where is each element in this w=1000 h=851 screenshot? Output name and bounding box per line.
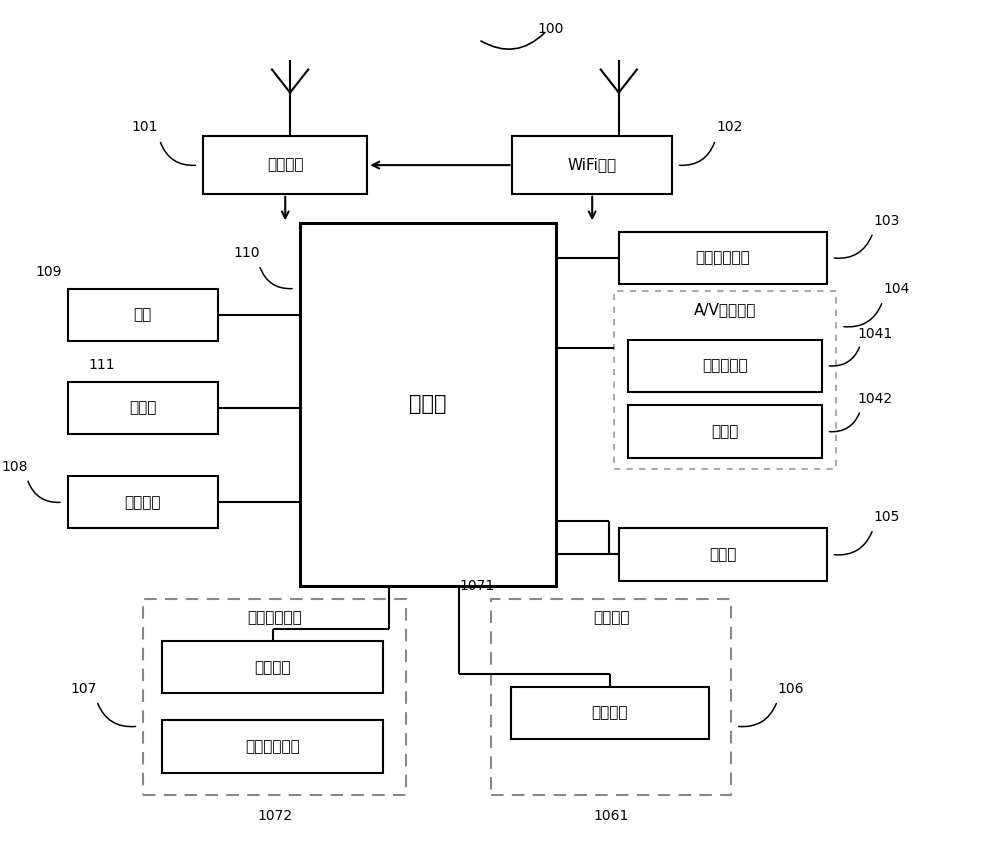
Text: 传感器: 传感器 [709, 547, 736, 562]
Text: A/V输入单元: A/V输入单元 [694, 302, 756, 317]
Text: 电源: 电源 [134, 307, 152, 323]
Bar [511, 687, 709, 739]
Text: 101: 101 [132, 120, 158, 134]
Bar [68, 382, 218, 434]
Text: 109: 109 [35, 266, 62, 279]
Text: 100: 100 [538, 22, 564, 37]
Bar [491, 599, 731, 795]
Bar [614, 291, 836, 469]
Text: 接口单元: 接口单元 [124, 494, 161, 510]
Text: 105: 105 [873, 511, 900, 524]
Bar [68, 289, 218, 341]
Text: 其他输入设备: 其他输入设备 [245, 739, 300, 754]
Text: 触控面板: 触控面板 [254, 660, 291, 675]
Text: 1071: 1071 [459, 580, 494, 593]
Text: 1041: 1041 [857, 327, 893, 340]
Bar [628, 405, 822, 458]
Text: 麦克风: 麦克风 [711, 424, 739, 439]
Bar [619, 528, 827, 580]
Bar [162, 721, 383, 773]
Text: 1042: 1042 [857, 392, 893, 407]
Text: 106: 106 [778, 683, 804, 696]
Text: 108: 108 [1, 460, 28, 474]
Bar [68, 476, 218, 528]
Bar [619, 231, 827, 284]
Bar [512, 136, 672, 194]
Text: 用户输入单元: 用户输入单元 [247, 610, 302, 625]
Text: 104: 104 [883, 283, 909, 296]
Bar [628, 340, 822, 391]
Text: 音频输出单元: 音频输出单元 [695, 250, 750, 266]
Text: 处理器: 处理器 [409, 394, 447, 414]
Bar [143, 599, 406, 795]
Text: 图形处理器: 图形处理器 [702, 358, 748, 374]
Text: 102: 102 [717, 120, 743, 134]
Bar [300, 223, 556, 585]
Text: 显示单元: 显示单元 [593, 610, 629, 625]
Text: 103: 103 [873, 214, 900, 228]
Text: 1061: 1061 [593, 808, 629, 823]
Bar [162, 641, 383, 694]
Text: 111: 111 [88, 357, 115, 372]
Text: 显示面板: 显示面板 [591, 705, 628, 720]
Text: WiFi模块: WiFi模块 [568, 157, 617, 173]
Bar [203, 136, 367, 194]
Text: 1072: 1072 [257, 808, 292, 823]
Text: 107: 107 [70, 683, 96, 696]
Text: 110: 110 [233, 246, 260, 260]
Text: 射频单元: 射频单元 [267, 157, 303, 173]
Text: 存储器: 存储器 [129, 400, 156, 415]
